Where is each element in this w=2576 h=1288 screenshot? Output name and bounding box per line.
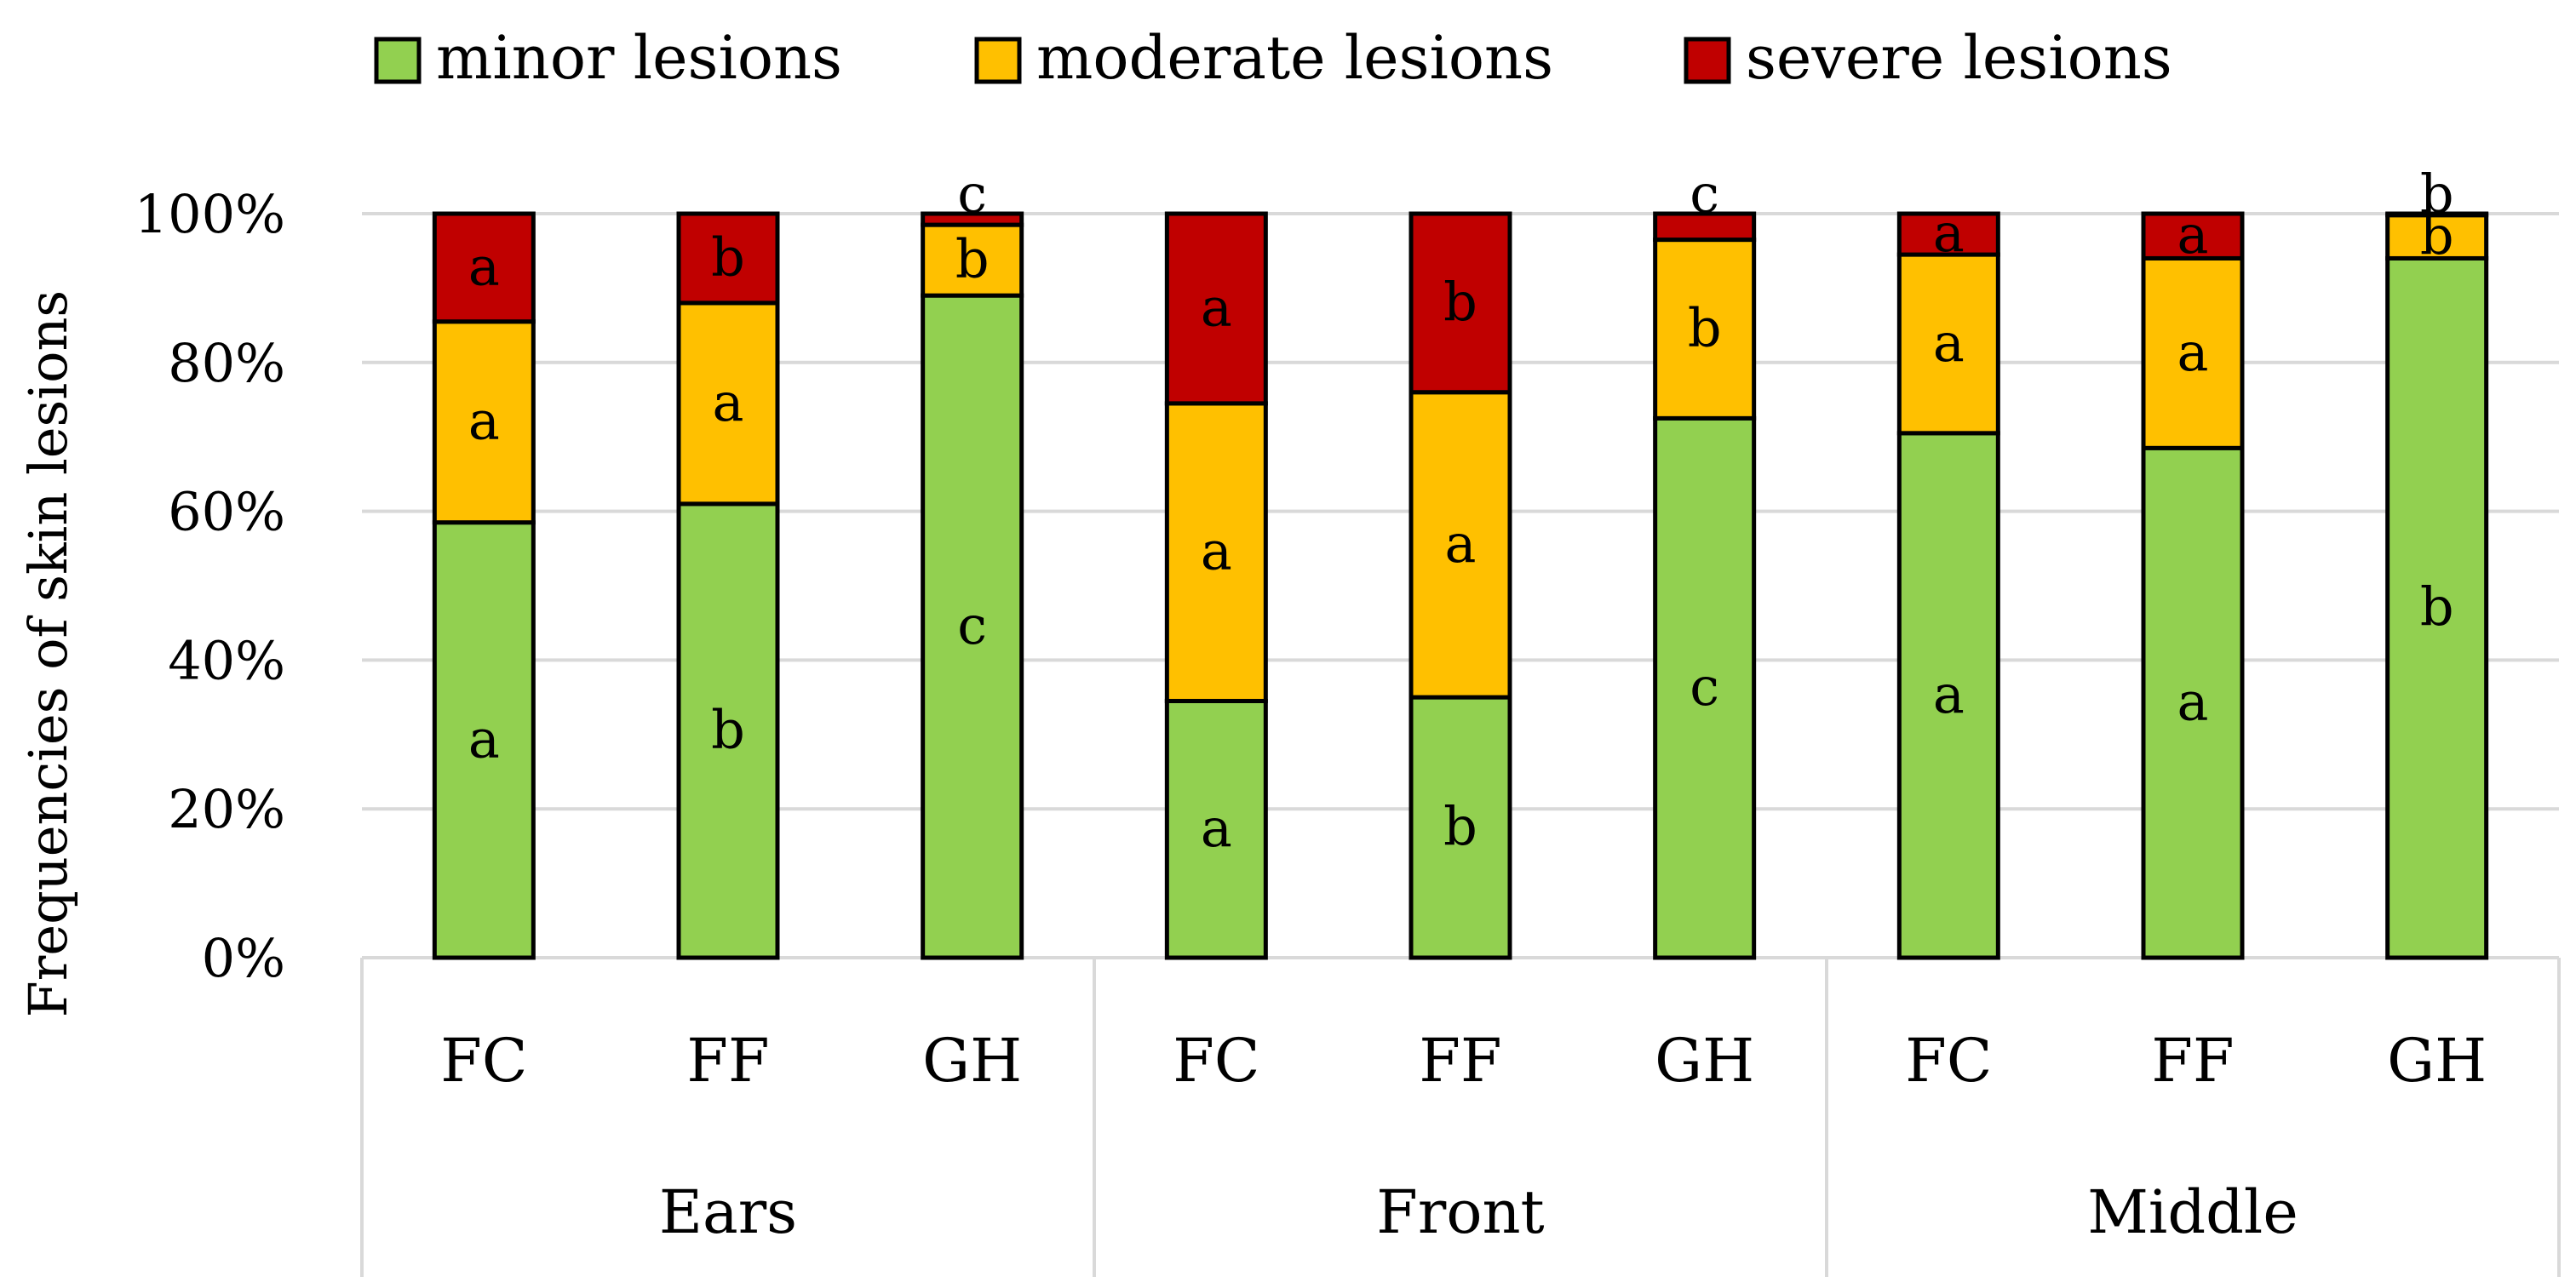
bar-segment-severe-lesions xyxy=(2141,211,2245,260)
bar-segment-severe-lesions xyxy=(432,211,536,324)
category-label: FF xyxy=(1419,1026,1501,1096)
significance-letter: a xyxy=(1933,663,1965,725)
bar-segment-minor-lesions xyxy=(2141,445,2245,960)
bar-segment-minor-lesions xyxy=(1408,695,1512,960)
category-label: FC xyxy=(1905,1026,1992,1096)
group-label: Ears xyxy=(659,1177,797,1247)
bar-segment-minor-lesions xyxy=(921,293,1024,960)
bar-segment-severe-lesions xyxy=(1653,211,1757,243)
significance-letter: c xyxy=(1690,655,1719,718)
significance-letter: b xyxy=(2420,575,2454,638)
significance-letter: a xyxy=(1933,202,1965,264)
category-label: GH xyxy=(1655,1026,1754,1096)
bar-segment-minor-lesions xyxy=(1653,415,1757,960)
bar-segment-moderate-lesions xyxy=(2385,213,2489,260)
legend-label: moderate lesions xyxy=(1036,23,1553,93)
bar-segment-minor-lesions xyxy=(2385,255,2489,960)
significance-letter: a xyxy=(1445,512,1477,575)
y-tick-label: 60% xyxy=(168,481,285,543)
bar-segment-severe-lesions xyxy=(1408,211,1512,395)
significance-letter: b xyxy=(711,226,745,288)
y-tick-label: 0% xyxy=(202,927,285,989)
significance-letter: a xyxy=(2177,203,2209,266)
significance-letter: a xyxy=(1201,797,1232,859)
y-tick-label: 20% xyxy=(168,778,285,840)
bar-segment-severe-lesions xyxy=(1896,211,2000,257)
bar-segment-moderate-lesions xyxy=(1408,390,1512,700)
bar-segment-moderate-lesions xyxy=(1653,238,1757,421)
significance-letter: a xyxy=(713,371,744,433)
bar-segment-severe-lesions xyxy=(676,211,780,306)
bar-segment-moderate-lesions xyxy=(2141,255,2245,450)
legend-swatch xyxy=(374,37,422,84)
legend-swatch xyxy=(974,37,1022,84)
significance-letter: c xyxy=(1690,163,1719,225)
significance-letter: a xyxy=(1933,312,1965,374)
bar-segment-moderate-lesions xyxy=(676,301,780,507)
significance-letter: a xyxy=(1201,520,1232,582)
significance-letter: b xyxy=(2420,163,2454,225)
bar-segment-minor-lesions xyxy=(676,501,780,960)
category-label: FC xyxy=(1173,1026,1259,1096)
y-tick-label: 40% xyxy=(168,629,285,691)
significance-letter: b xyxy=(955,228,990,290)
significance-letter: b xyxy=(711,698,745,760)
bar-segment-severe-lesions xyxy=(921,211,1024,227)
significance-letter: a xyxy=(2177,671,2209,733)
legend-label: severe lesions xyxy=(1746,23,2172,93)
category-label: GH xyxy=(922,1026,1022,1096)
category-label: FC xyxy=(440,1026,527,1096)
bar-segment-severe-lesions xyxy=(1164,211,1268,406)
y-tick-label: 80% xyxy=(168,332,285,394)
significance-letter: a xyxy=(468,235,500,297)
significance-letter: b xyxy=(1443,795,1477,857)
significance-letter: a xyxy=(468,390,500,452)
bar-segment-moderate-lesions xyxy=(1164,401,1268,703)
significance-letter: c xyxy=(957,594,987,656)
bar-segment-minor-lesions xyxy=(1896,431,2000,960)
significance-letter: b xyxy=(1443,271,1477,333)
category-label: FF xyxy=(686,1026,769,1096)
legend-label: minor lesions xyxy=(436,23,842,93)
significance-letter: a xyxy=(2177,321,2209,383)
legend-swatch xyxy=(1684,37,1731,84)
significance-letter: a xyxy=(1201,276,1232,338)
bar-segment-minor-lesions xyxy=(1164,698,1268,960)
significance-letter: c xyxy=(957,163,987,225)
group-label: Middle xyxy=(2087,1177,2298,1247)
group-label: Front xyxy=(1376,1177,1544,1247)
bar-segment-moderate-lesions xyxy=(921,222,1024,298)
y-tick-label: 100% xyxy=(135,183,285,245)
y-axis-title: Frequencies of skin lesions xyxy=(17,290,79,1017)
significance-letter: a xyxy=(468,707,500,770)
category-label: GH xyxy=(2387,1026,2487,1096)
category-label: FF xyxy=(2151,1026,2234,1096)
bar-segment-severe-lesions xyxy=(2385,211,2489,218)
significance-letter: b xyxy=(1688,296,1722,358)
